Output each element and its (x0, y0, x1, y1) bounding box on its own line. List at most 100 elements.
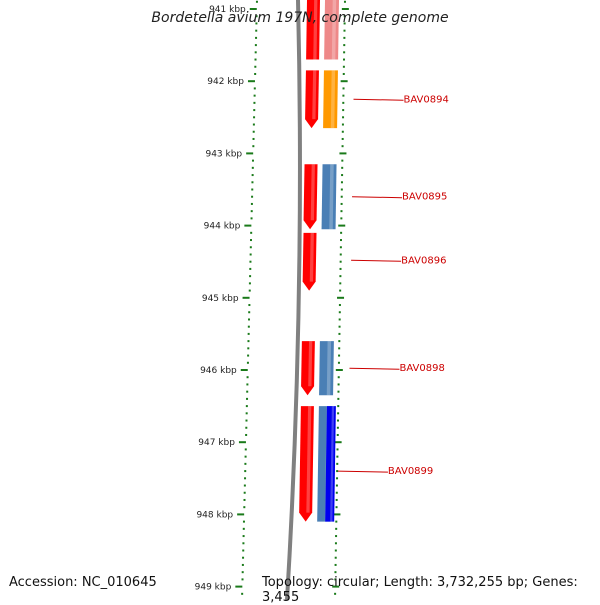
minor-tick (342, 145, 344, 147)
major-tick (339, 152, 346, 154)
gene-label-line (338, 471, 388, 472)
minor-tick (252, 145, 254, 147)
minor-tick (340, 246, 342, 248)
minor-tick (340, 217, 342, 219)
minor-tick (241, 593, 243, 595)
minor-tick (249, 275, 251, 277)
minor-tick (251, 210, 253, 212)
minor-tick (248, 304, 250, 306)
minor-tick (248, 311, 250, 313)
minor-tick (242, 564, 244, 566)
gene-arrow[interactable] (301, 341, 315, 395)
minor-tick (340, 253, 342, 255)
minor-tick (338, 355, 340, 357)
minor-tick (246, 405, 248, 407)
minor-tick (252, 167, 254, 169)
minor-tick (251, 189, 253, 191)
minor-tick (344, 1, 346, 3)
gene-arrow[interactable] (322, 164, 337, 229)
minor-tick (243, 535, 245, 537)
gene-arrow[interactable] (319, 341, 334, 395)
minor-tick (247, 347, 249, 349)
minor-tick (256, 1, 258, 3)
tick-label: 944 kbp (204, 222, 241, 232)
minor-tick (341, 203, 343, 205)
gene-arrow[interactable] (306, 0, 320, 60)
minor-tick (343, 66, 345, 68)
minor-tick (339, 311, 341, 313)
major-tick (336, 369, 343, 371)
minor-tick (343, 37, 345, 39)
minor-tick (244, 499, 246, 501)
gene-arrow[interactable] (304, 164, 318, 229)
minor-tick (244, 492, 246, 494)
major-tick (335, 441, 342, 443)
minor-tick (242, 571, 244, 573)
minor-tick (337, 434, 339, 436)
gene-arrow[interactable] (305, 70, 319, 128)
minor-tick (342, 109, 344, 111)
minor-tick (251, 203, 253, 205)
tick-label: 942 kbp (207, 77, 244, 87)
gene-label[interactable]: BAV0894 (404, 94, 449, 105)
gene-arrow[interactable] (323, 70, 338, 128)
major-tick (241, 369, 248, 371)
minor-tick (254, 66, 256, 68)
major-tick (246, 152, 253, 154)
minor-tick (341, 181, 343, 183)
minor-tick (242, 542, 244, 544)
minor-tick (337, 405, 339, 407)
minor-tick (249, 290, 251, 292)
minor-tick (342, 131, 344, 133)
minor-tick (336, 477, 338, 479)
gene-arrow[interactable] (324, 0, 339, 60)
tick-label: 945 kbp (202, 294, 239, 304)
minor-tick (337, 412, 339, 414)
minor-tick (247, 340, 249, 342)
minor-tick (338, 383, 340, 385)
minor-tick (336, 456, 338, 458)
minor-tick (245, 420, 247, 422)
minor-tick (340, 268, 342, 270)
tick-label: 943 kbp (205, 149, 242, 159)
minor-tick (244, 463, 246, 465)
minor-tick (339, 304, 341, 306)
minor-tick (340, 239, 342, 241)
minor-tick (339, 290, 341, 292)
gene-label-line (352, 197, 402, 198)
minor-tick (341, 189, 343, 191)
minor-tick (249, 268, 251, 270)
gene-label[interactable]: BAV0896 (401, 255, 446, 266)
minor-tick (253, 124, 255, 126)
minor-tick (244, 485, 246, 487)
genome-map-viewer[interactable]: 941 kbp942 kbp943 kbp944 kbp945 kbp946 k… (0, 0, 600, 600)
minor-tick (341, 174, 343, 176)
minor-tick (337, 420, 339, 422)
minor-tick (342, 95, 344, 97)
minor-tick (339, 282, 341, 284)
gene-label[interactable]: BAV0899 (388, 466, 433, 477)
gene-arrow[interactable] (303, 233, 317, 291)
major-tick (248, 80, 255, 82)
minor-tick (343, 44, 345, 46)
minor-tick (243, 521, 245, 523)
minor-tick (335, 564, 337, 566)
gene-label[interactable]: BAV0895 (402, 192, 447, 203)
minor-tick (250, 232, 252, 234)
minor-tick (338, 347, 340, 349)
accession-text: Accession: NC_010645 (9, 575, 157, 590)
minor-tick (335, 535, 337, 537)
minor-tick (255, 51, 257, 53)
minor-tick (247, 362, 249, 364)
minor-tick (253, 102, 255, 104)
minor-tick (251, 196, 253, 198)
gene-label[interactable]: BAV0898 (399, 363, 444, 374)
minor-tick (248, 326, 250, 328)
gene-features[interactable] (298, 0, 339, 600)
minor-tick (342, 124, 344, 126)
minor-tick (338, 376, 340, 378)
minor-tick (340, 261, 342, 263)
minor-tick (248, 333, 250, 335)
tick-label: 947 kbp (198, 438, 235, 448)
minor-tick (242, 550, 244, 552)
